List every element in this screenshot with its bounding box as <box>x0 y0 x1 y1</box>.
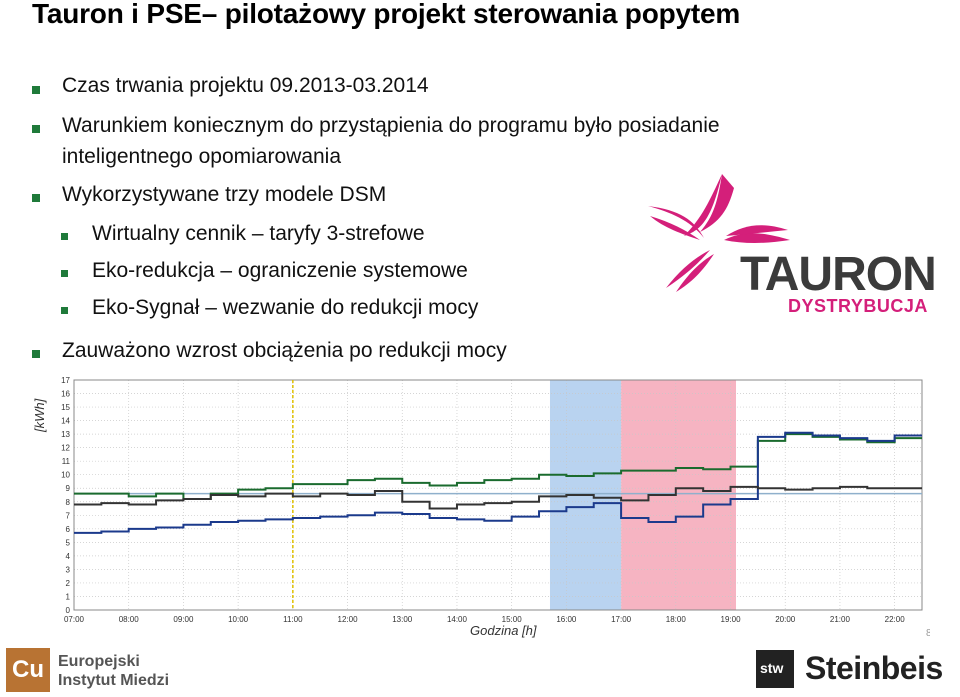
eim-name-line1: Europejski <box>58 653 140 670</box>
series-line <box>74 431 922 534</box>
y-tick-label: 13 <box>61 430 70 439</box>
x-tick-label: 07:00 <box>64 615 85 624</box>
y-tick-label: 3 <box>66 565 71 574</box>
tauron-sub-wordmark: DYSTRYBUCJA <box>788 296 928 316</box>
y-tick-label: 16 <box>61 390 70 399</box>
y-tick-label: 15 <box>61 403 70 412</box>
bullet-marker <box>32 125 40 133</box>
y-tick-label: 1 <box>66 592 71 601</box>
x-tick-label: 15:00 <box>502 615 523 624</box>
x-tick-label: 09:00 <box>173 615 194 624</box>
steinbeis-name: Steinbeis <box>805 650 943 686</box>
chart-background <box>30 372 930 642</box>
x-tick-label: 08:00 <box>119 615 140 624</box>
y-tick-label: 0 <box>66 606 71 615</box>
y-axis-label: [kWh] <box>32 398 47 433</box>
x-tick-label: 13:00 <box>392 615 413 624</box>
subbullet-eco-signal: Eko-Sygnał – wezwanie do redukcji mocy <box>92 296 479 319</box>
x-tick-label: 11:00 <box>283 615 303 624</box>
slide-title: Tauron i PSE– pilotażowy projekt sterowa… <box>32 0 741 29</box>
stw-text: stw <box>760 660 784 676</box>
steinbeis-logo: stw <box>756 650 794 688</box>
series-line <box>74 485 922 510</box>
y-tick-label: 8 <box>66 498 71 507</box>
page-number: 8 <box>926 628 930 639</box>
y-tick-label: 14 <box>61 417 70 426</box>
x-tick-label: 14:00 <box>447 615 468 624</box>
y-tick-label: 6 <box>66 525 71 534</box>
x-tick-label: 17:00 <box>611 615 632 624</box>
bullet-marker <box>32 350 40 358</box>
bullet-marker <box>32 86 40 94</box>
x-tick-label: 10:00 <box>228 615 249 624</box>
subbullet-virtual-tariff: Wirtualny cennik – taryfy 3-strefowe <box>92 222 425 245</box>
eim-logo: Cu <box>6 648 50 692</box>
highlight-band <box>621 380 736 610</box>
x-tick-label: 20:00 <box>775 615 796 624</box>
bullet-duration: Czas trwania projektu 09.2013-03.2014 <box>62 74 429 97</box>
tauron-wordmark: TAURON <box>740 248 936 301</box>
series-line <box>74 433 922 501</box>
y-tick-label: 4 <box>66 552 71 561</box>
y-tick-label: 9 <box>66 484 71 493</box>
y-tick-label: 2 <box>66 579 71 588</box>
x-tick-label: 12:00 <box>338 615 359 624</box>
subbullet-eco-reduction: Eko-redukcja – ograniczenie systemowe <box>92 259 468 282</box>
subbullet-marker <box>61 307 68 314</box>
x-tick-label: 18:00 <box>666 615 687 624</box>
x-tick-label: 19:00 <box>721 615 742 624</box>
tauron-star-icon <box>648 174 790 292</box>
x-tick-label: 22:00 <box>885 615 906 624</box>
x-axis-label: Godzina [h] <box>470 623 537 638</box>
bullet-requirement-cont: inteligentnego opomiarowania <box>62 145 342 168</box>
bullet-marker <box>32 194 40 202</box>
tauron-logo: TAURON DYSTRYBUCJA <box>648 174 937 316</box>
y-tick-label: 11 <box>62 457 71 466</box>
y-tick-label: 10 <box>61 471 70 480</box>
subbullet-marker <box>61 233 68 240</box>
y-tick-label: 12 <box>61 444 70 453</box>
plot-frame <box>73 379 923 611</box>
x-tick-label: 21:00 <box>830 615 851 624</box>
y-tick-label: 7 <box>66 511 71 520</box>
bullet-requirement: Warunkiem koniecznym do przystąpienia do… <box>62 114 720 137</box>
x-tick-label: 16:00 <box>556 615 577 624</box>
subbullet-marker <box>61 270 68 277</box>
bullet-dsm-models: Wykorzystywane trzy modele DSM <box>62 183 387 206</box>
eim-name: Europejski Instytut Miedzi <box>58 652 169 690</box>
eim-name-line2: Instytut Miedzi <box>58 672 170 689</box>
y-tick-label: 17 <box>61 376 70 385</box>
y-tick-label: 5 <box>66 538 71 547</box>
bullet-load-increase: Zauważono wzrost obciążenia po redukcji … <box>62 339 507 362</box>
